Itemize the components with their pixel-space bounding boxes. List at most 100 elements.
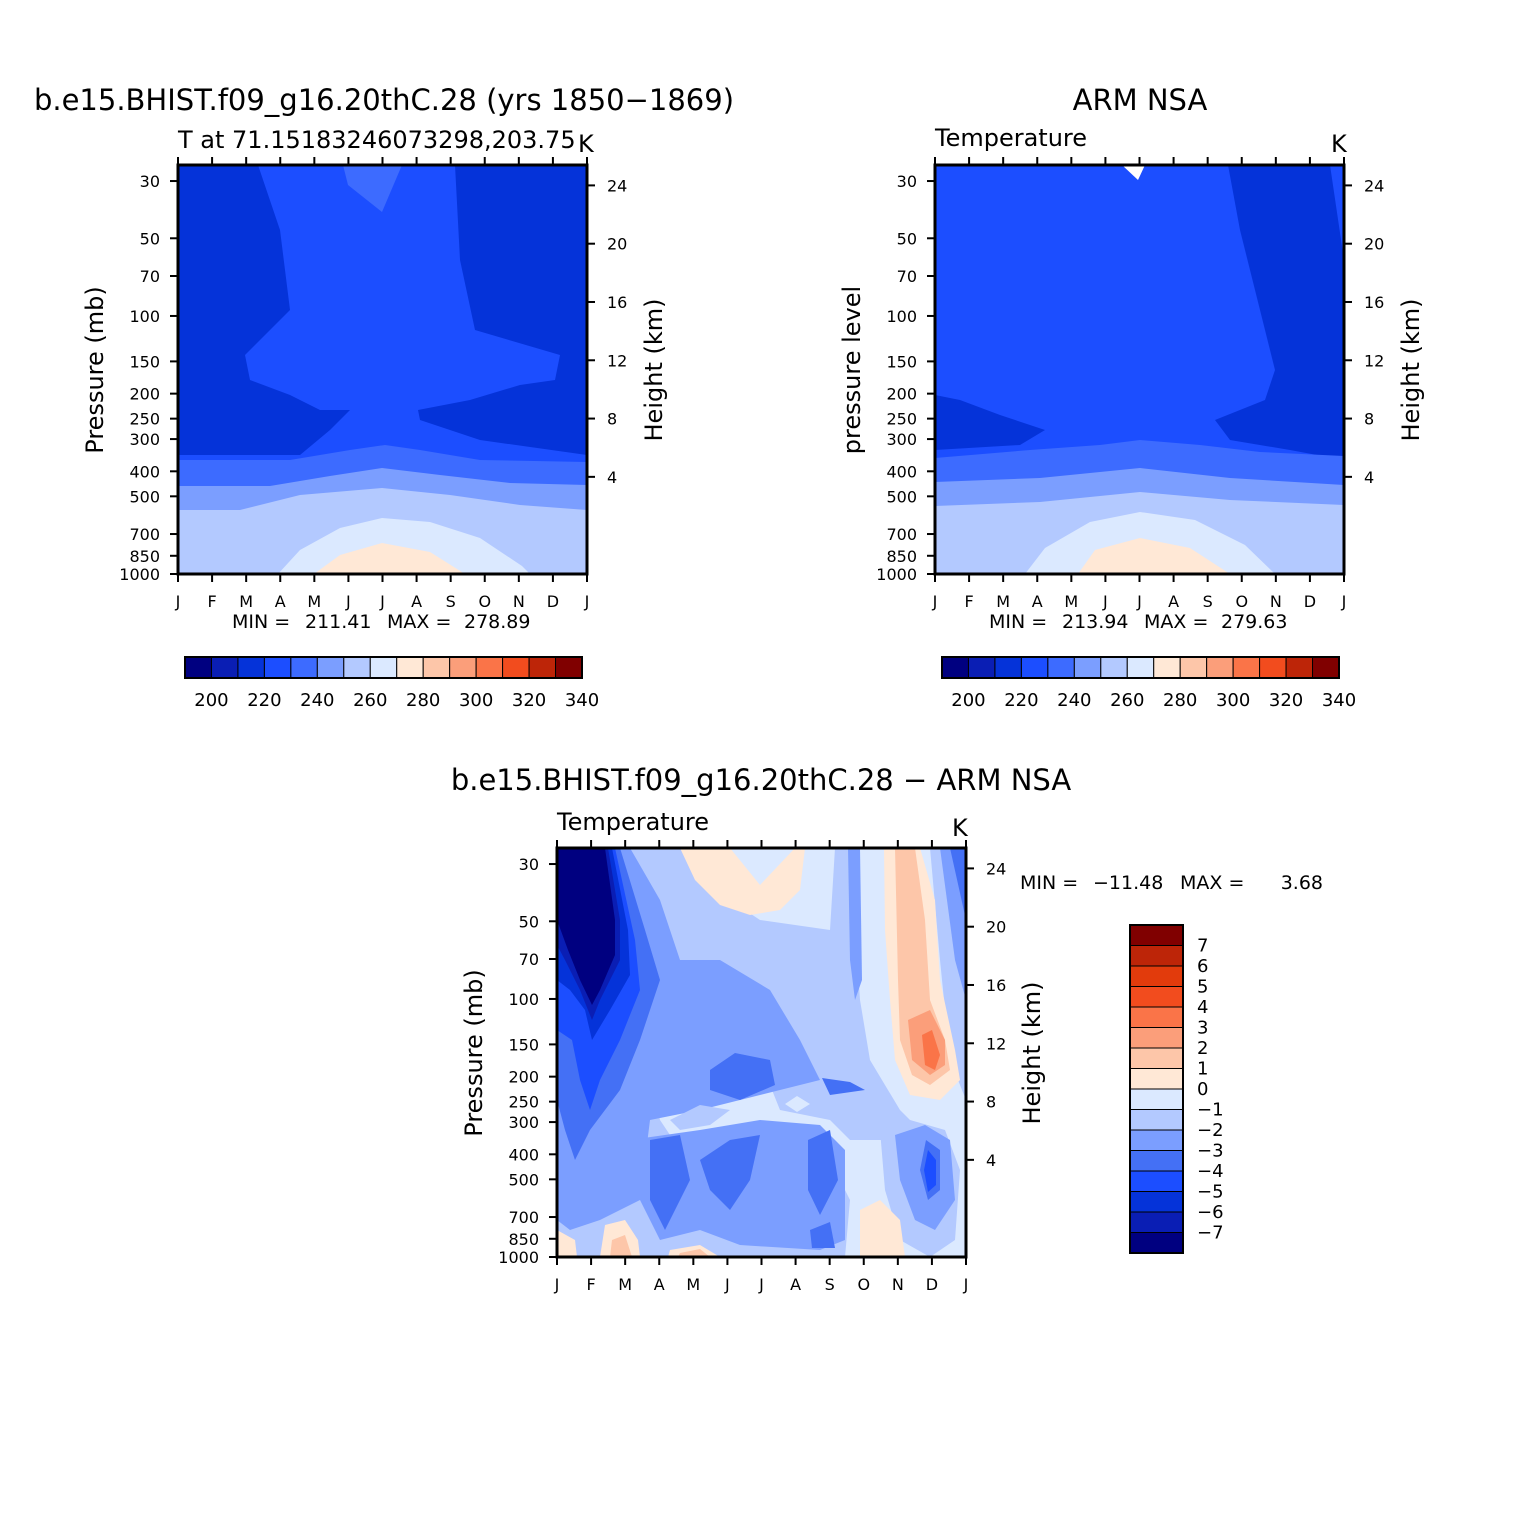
colorbar-label: 280 (406, 690, 440, 711)
panel2-max-label: MAX = (1144, 611, 1208, 633)
panel3-min-value: −11.48 (1093, 872, 1163, 894)
y-tick-label: 700 (886, 525, 917, 544)
p2-fill-missing (1122, 165, 1145, 180)
panel1-ylabel-right: Height (km) (640, 299, 668, 442)
y-tick-label: 70 (897, 267, 917, 286)
panel2-max-value: 279.63 (1221, 611, 1287, 633)
y-tick-label: 250 (129, 410, 160, 429)
p3-fill-spot (785, 1096, 810, 1112)
p3-fill-p0a (680, 848, 805, 915)
p3-fill-m3d (700, 1135, 760, 1210)
colorbar-label: −4 (1197, 1161, 1224, 1182)
colorbar-label: 4 (1197, 997, 1208, 1018)
x-tick-label: J (932, 592, 938, 611)
y-tick-label: 300 (508, 1113, 539, 1132)
y-right-tick-label: 16 (1364, 293, 1384, 312)
colorbar-swatch (210, 656, 239, 679)
colorbar-swatch (1020, 656, 1049, 679)
colorbar-swatch (184, 656, 212, 679)
y-tick-label: 400 (508, 1145, 539, 1164)
y-tick-label: 30 (897, 172, 917, 191)
panel2-title: ARM NSA (1073, 83, 1208, 117)
colorbar-swatch (994, 656, 1022, 679)
p3-fill-p0c (860, 1200, 905, 1257)
panel1-contours (178, 165, 587, 574)
x-tick-label: A (275, 592, 286, 611)
panel-diff: b.e15.BHIST.f09_g16.20thC.28 − ARM NSA T… (451, 763, 1323, 1294)
colorbar-swatch (1047, 656, 1075, 679)
panel3-units: K (952, 814, 969, 842)
panel-obs: ARM NSA Temperature K J F M A M J J A S O N D J 30 50 7… (838, 83, 1425, 711)
panel2-minmax: MIN = 213.94 MAX = 279.63 (989, 611, 1287, 633)
y-tick-label: 300 (886, 430, 917, 449)
colorbar-label: 6 (1197, 956, 1208, 977)
y-right-tick-label: 12 (986, 1034, 1006, 1053)
y-tick-label: 150 (886, 352, 917, 371)
x-tick-label: J (175, 592, 181, 611)
panel1-title: b.e15.BHIST.f09_g16.20thC.28 (yrs 1850−1… (34, 83, 734, 117)
colorbar-swatch (1129, 1170, 1184, 1192)
x-tick-label: A (1032, 592, 1043, 611)
panel3-minmax: MIN = −11.48 MAX = 3.68 (1020, 872, 1323, 894)
y-tick-label: 150 (129, 352, 160, 371)
x-tick-label: J (1102, 592, 1108, 611)
p2-fill-right (1215, 165, 1344, 460)
colorbar-label: 220 (247, 690, 281, 711)
panel3-contours (557, 848, 966, 1257)
x-tick-label: D (926, 1275, 938, 1294)
x-tick-label: A (411, 592, 422, 611)
colorbar-swatch (1285, 656, 1314, 679)
y-tick-label: 400 (129, 462, 160, 481)
x-tick-label: N (513, 592, 525, 611)
colorbar-swatch (1100, 656, 1128, 679)
x-tick-label: J (379, 592, 385, 611)
panel2-min-label: MIN = (989, 611, 1047, 633)
panel1-min-label: MIN = (232, 611, 290, 633)
x-tick-label: D (547, 592, 559, 611)
panel1-min-value: 211.41 (305, 611, 371, 633)
x-tick-label: J (584, 592, 590, 611)
colorbar-label: 240 (1057, 690, 1091, 711)
colorbar-label: 320 (512, 690, 546, 711)
colorbar-frame (941, 656, 1340, 679)
panel1-max-label: MAX = (387, 611, 451, 633)
colorbar-label: 260 (1110, 690, 1144, 711)
y-right-tick-label: 4 (607, 468, 617, 487)
p1-fill-c6 (314, 543, 465, 574)
colorbar-swatch (1179, 656, 1208, 679)
y-tick-label: 850 (886, 547, 917, 566)
x-tick-label: N (1270, 592, 1282, 611)
x-tick-label: A (790, 1275, 801, 1294)
y-right-tick-label: 8 (986, 1093, 996, 1112)
x-tick-label: J (1136, 592, 1142, 611)
p3-fill-p0d (557, 1230, 577, 1257)
y-tick-label: 200 (508, 1068, 539, 1087)
panel3-title: b.e15.BHIST.f09_g16.20thC.28 − ARM NSA (451, 763, 1072, 797)
x-tick-label: O (478, 592, 491, 611)
y-tick-label: 500 (886, 487, 917, 506)
colorbar-label: 320 (1269, 690, 1303, 711)
y-right-tick-label: 16 (986, 976, 1006, 995)
colorbar-label: 340 (1322, 690, 1356, 711)
x-tick-label: J (963, 1275, 969, 1294)
colorbar-swatch (290, 656, 318, 679)
y-tick-label: 300 (129, 430, 160, 449)
colorbar-swatch (1232, 656, 1261, 679)
p3-fill-spot2 (670, 1105, 730, 1130)
y-tick-label: 100 (129, 307, 160, 326)
colorbar-label: −3 (1197, 1141, 1224, 1162)
colorbar-label: 260 (353, 690, 387, 711)
y-tick-label: 30 (519, 855, 539, 874)
x-tick-label: J (758, 1275, 764, 1294)
colorbar-label: 280 (1163, 690, 1197, 711)
x-tick-label: J (345, 592, 351, 611)
x-tick-label: S (1203, 592, 1213, 611)
y-right-tick-label: 20 (607, 235, 627, 254)
colorbar-label: 1 (1197, 1059, 1208, 1080)
p3-fill-m3c (650, 1135, 690, 1230)
colorbar-swatch (1312, 656, 1340, 679)
y-right-tick-label: 24 (607, 176, 627, 195)
